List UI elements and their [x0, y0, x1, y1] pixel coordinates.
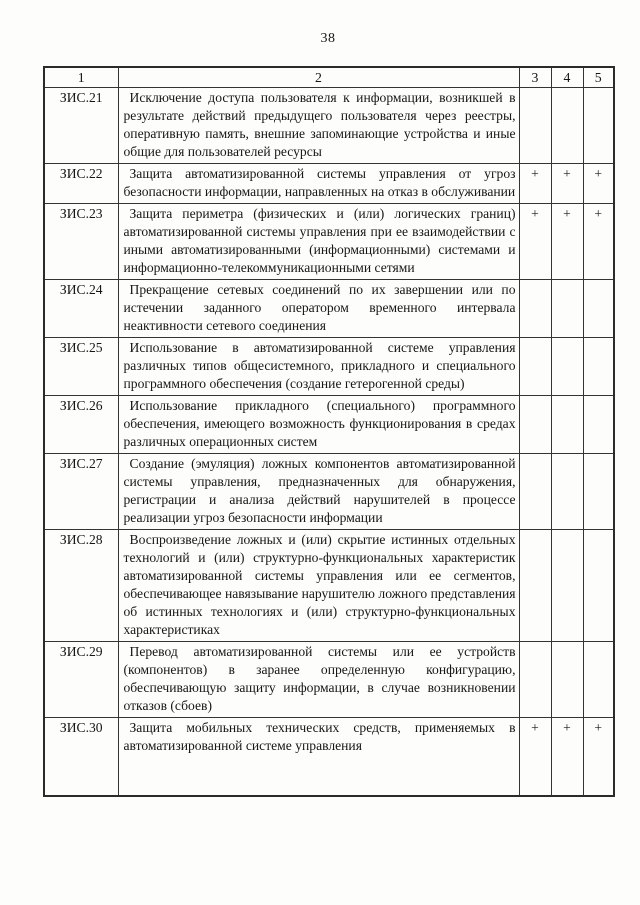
mark-col4	[550, 279, 584, 338]
measure-id: ЗИС.28	[43, 529, 119, 642]
measure-id: ЗИС.22	[43, 163, 119, 204]
measures-table: 1 2 3 4 5 ЗИС.21 Исключение доступа поль…	[43, 66, 615, 797]
mark-col3	[518, 395, 552, 454]
measure-text: Защита мобильных технических средств, пр…	[117, 717, 520, 797]
column-header-3: 3	[518, 66, 552, 88]
table-row: ЗИС.24 Прекращение сетевых соединений по…	[43, 279, 615, 338]
mark-col3	[518, 337, 552, 396]
mark-col4	[550, 641, 584, 718]
measure-text: Прекращение сетевых соединений по их зав…	[117, 279, 520, 338]
measure-id: ЗИС.30	[43, 717, 119, 797]
mark-col4	[550, 395, 584, 454]
measure-id: ЗИС.25	[43, 337, 119, 396]
mark-col4	[550, 529, 584, 642]
mark-col4	[550, 87, 584, 164]
mark-col4	[550, 453, 584, 530]
measure-text: Воспроизведение ложных и (или) скрытие и…	[117, 529, 520, 642]
mark-col3: +	[518, 203, 552, 280]
measure-text: Использование прикладного (специального)…	[117, 395, 520, 454]
mark-col4	[550, 337, 584, 396]
column-header-4: 4	[550, 66, 584, 88]
table-row: ЗИС.28 Воспроизведение ложных и (или) ск…	[43, 529, 615, 642]
mark-col5	[582, 279, 615, 338]
measure-id: ЗИС.24	[43, 279, 119, 338]
measure-id: ЗИС.26	[43, 395, 119, 454]
mark-col3	[518, 529, 552, 642]
mark-col5: +	[582, 163, 615, 204]
column-header-5: 5	[582, 66, 615, 88]
column-header-1: 1	[43, 66, 119, 88]
measure-text: Перевод автоматизированной системы или е…	[117, 641, 520, 718]
mark-col5	[582, 641, 615, 718]
mark-col5	[582, 87, 615, 164]
measure-text: Использование в автоматизированной систе…	[117, 337, 520, 396]
measure-id: ЗИС.29	[43, 641, 119, 718]
mark-col4: +	[550, 203, 584, 280]
column-header-2: 2	[117, 66, 520, 88]
table-row: ЗИС.21 Исключение доступа пользователя к…	[43, 87, 615, 164]
mark-col5: +	[582, 203, 615, 280]
measure-text: Создание (эмуляция) ложных компонентов а…	[117, 453, 520, 530]
table-row: ЗИС.22 Защита автоматизированной системы…	[43, 163, 615, 204]
mark-col5	[582, 529, 615, 642]
mark-col3: +	[518, 717, 552, 797]
mark-col5	[582, 395, 615, 454]
mark-col5	[582, 453, 615, 530]
mark-col4: +	[550, 163, 584, 204]
measure-text: Защита периметра (физических и (или) лог…	[117, 203, 520, 280]
mark-col5	[582, 337, 615, 396]
table-row: ЗИС.23 Защита периметра (физических и (и…	[43, 203, 615, 280]
mark-col3	[518, 279, 552, 338]
page-number: 38	[320, 31, 336, 46]
measure-text: Исключение доступа пользователя к информ…	[117, 87, 520, 164]
measure-id: ЗИС.23	[43, 203, 119, 280]
table-row: ЗИС.27 Создание (эмуляция) ложных компон…	[43, 453, 615, 530]
mark-col5: +	[582, 717, 615, 797]
measure-text: Защита автоматизированной системы управл…	[117, 163, 520, 204]
table-header-row: 1 2 3 4 5	[43, 66, 615, 88]
mark-col3: +	[518, 163, 552, 204]
mark-col3	[518, 641, 552, 718]
measure-id: ЗИС.21	[43, 87, 119, 164]
mark-col3	[518, 87, 552, 164]
table-row: ЗИС.30 Защита мобильных технических сред…	[43, 717, 615, 797]
mark-col4: +	[550, 717, 584, 797]
measure-id: ЗИС.27	[43, 453, 119, 530]
mark-col3	[518, 453, 552, 530]
table-row: ЗИС.26 Использование прикладного (специа…	[43, 395, 615, 454]
table-row: ЗИС.29 Перевод автоматизированной систем…	[43, 641, 615, 718]
table-row: ЗИС.25 Использование в автоматизированно…	[43, 337, 615, 396]
